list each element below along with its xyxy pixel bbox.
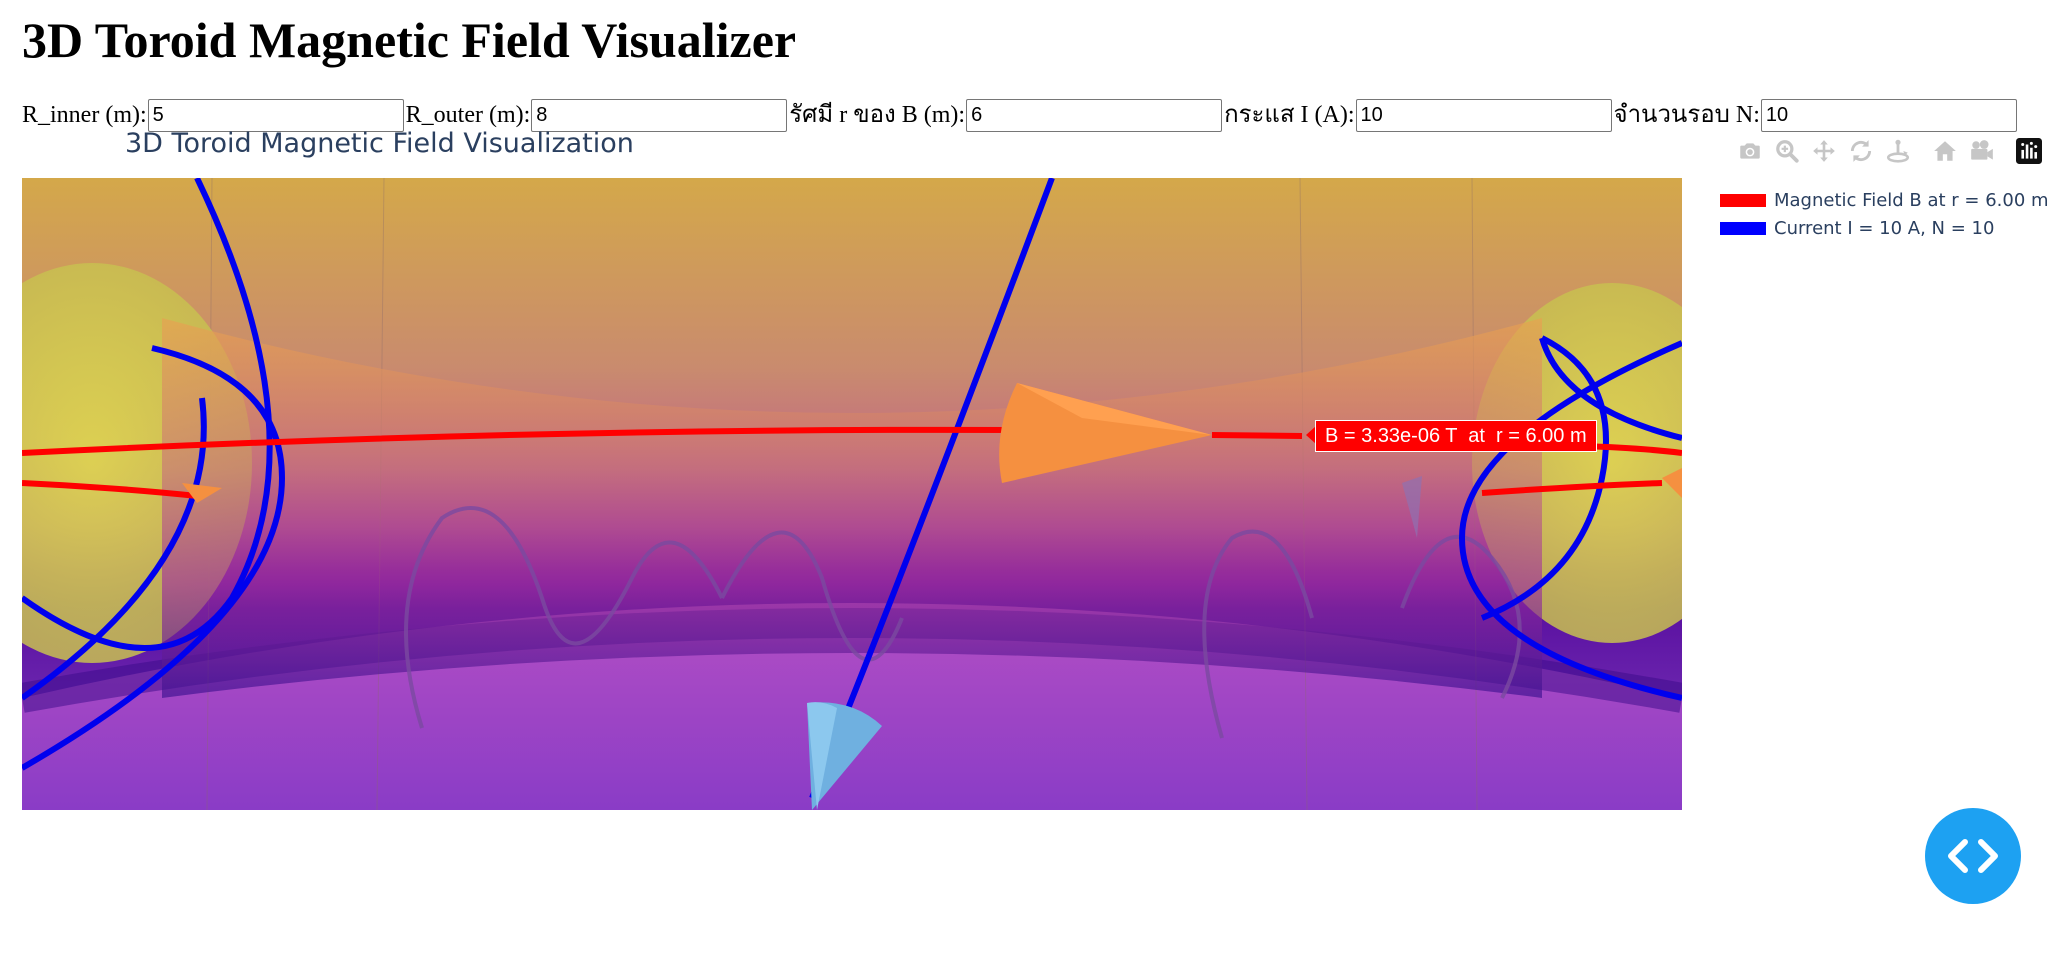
code-toggle-button[interactable]	[1925, 808, 2021, 904]
legend-item-current[interactable]: Current I = 10 A, N = 10	[1720, 214, 2049, 242]
plot-modebar	[1735, 136, 2055, 166]
orbit-rotation-button[interactable]	[1846, 136, 1876, 166]
pan-button[interactable]	[1809, 136, 1839, 166]
pan-icon	[1813, 140, 1835, 162]
current-input[interactable]	[1355, 99, 1612, 132]
legend-label-magnetic-field: Magnetic Field B at r = 6.00 m	[1774, 189, 2049, 211]
page-title: 3D Toroid Magnetic Field Visualizer	[22, 12, 797, 68]
legend-label-current: Current I = 10 A, N = 10	[1774, 217, 1995, 239]
b-radius-input[interactable]	[966, 99, 1223, 132]
controls-bar: R_inner (m): R_outer (m): รัศมี r ของ B …	[22, 99, 2019, 132]
turntable-rotation-button[interactable]	[1883, 136, 1913, 166]
legend-item-magnetic-field[interactable]: Magnetic Field B at r = 6.00 m	[1720, 186, 2049, 214]
camera-icon	[1740, 143, 1760, 159]
reset-camera-default-button[interactable]	[1930, 136, 1960, 166]
turns-label: จำนวนรอบ N:	[1613, 102, 1760, 128]
current-label: กระแส I (A):	[1224, 102, 1355, 128]
b-field-annotation: B = 3.33e-06 T at r = 6.00 m	[1315, 420, 1597, 452]
b-annotation-pointer	[1306, 426, 1316, 444]
zoom-button[interactable]	[1772, 136, 1802, 166]
orbit-rotation-icon	[1850, 140, 1872, 162]
download-png-button[interactable]	[1735, 136, 1765, 166]
plotly-logo-link[interactable]	[2014, 136, 2044, 166]
toroid-scene-graphic	[22, 178, 1682, 810]
r-inner-label: R_inner (m):	[22, 102, 147, 128]
plot-3d-scene[interactable]	[22, 178, 1682, 810]
video-camera-icon	[1971, 140, 1993, 160]
turns-input[interactable]	[1760, 99, 2017, 132]
r-outer-label: R_outer (m):	[405, 102, 531, 128]
code-icon	[1948, 839, 1998, 873]
r-inner-input[interactable]	[147, 99, 404, 132]
zoom-icon	[1776, 140, 1799, 163]
turntable-rotation-icon	[1886, 139, 1910, 163]
plotly-logo-icon	[2016, 138, 2042, 164]
b-radius-label: รัศมี r ของ B (m):	[789, 102, 966, 128]
reset-camera-last-save-button[interactable]	[1967, 136, 1997, 166]
home-icon	[1934, 141, 1956, 161]
legend-swatch-blue	[1720, 221, 1766, 235]
legend-swatch-red	[1720, 193, 1766, 207]
plot-legend: Magnetic Field B at r = 6.00 m Current I…	[1720, 186, 2049, 242]
plot-title: 3D Toroid Magnetic Field Visualization	[125, 128, 634, 159]
r-outer-input[interactable]	[531, 99, 788, 132]
